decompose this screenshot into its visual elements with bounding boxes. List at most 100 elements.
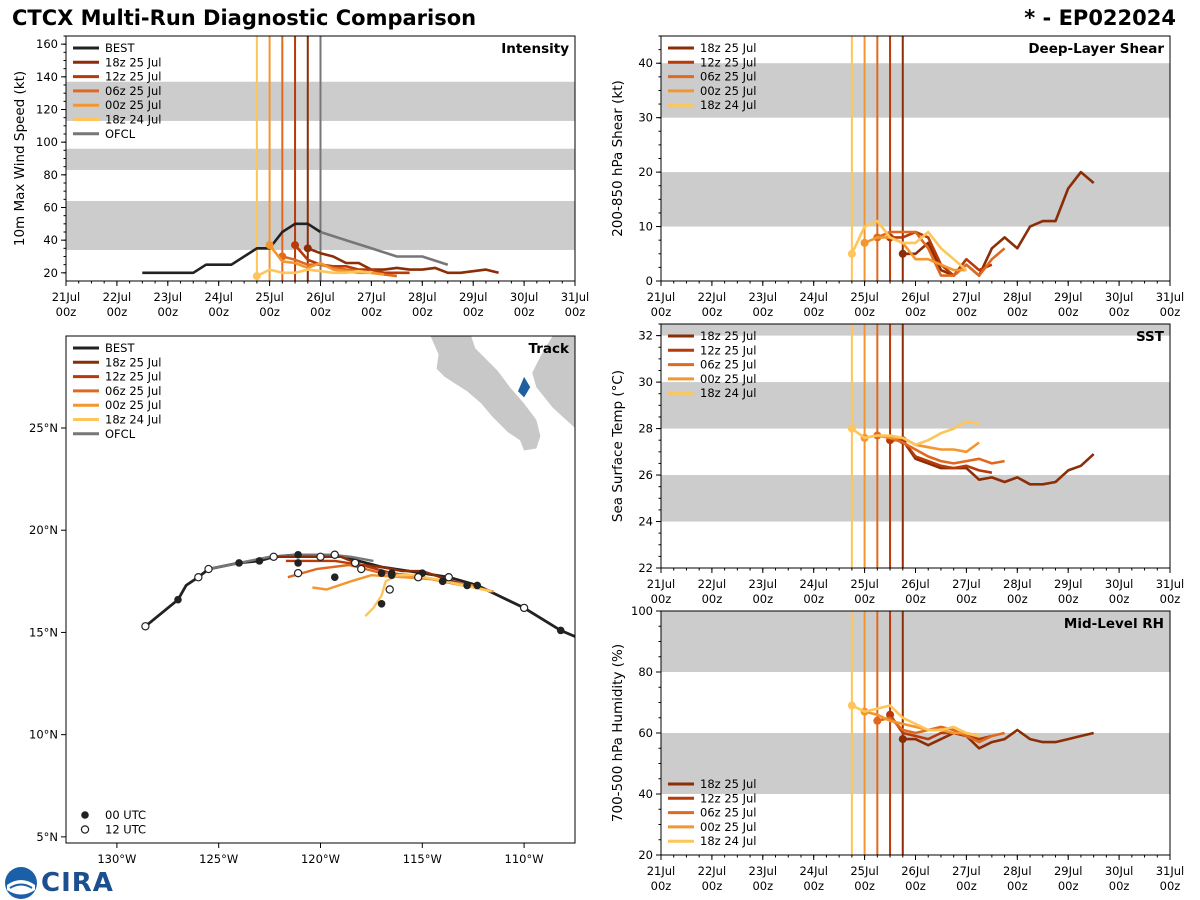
sst-series-18z-24-jul bbox=[851, 420, 980, 447]
track-00utc-marker-best bbox=[556, 626, 565, 635]
track-legend-label-12z-25-jul: 12z 25 Jul bbox=[105, 370, 162, 384]
rh-xtick-day: 25Jul bbox=[850, 864, 879, 878]
track-xtick-label: 125°W bbox=[199, 852, 238, 866]
shear-legend-label-00z-25-jul: 00z 25 Jul bbox=[700, 84, 757, 98]
shear-legend-label-18z-25-jul: 18z 25 Jul bbox=[700, 41, 757, 55]
mainland-mexico-land bbox=[532, 336, 575, 428]
shear-xtick-hour: 00z bbox=[1160, 305, 1181, 319]
rh-series-00z-25-jul bbox=[864, 710, 980, 738]
shear-ytick-label: 20 bbox=[638, 165, 653, 179]
shear-band-0 bbox=[661, 172, 1170, 227]
shear-legend-label-12z-25-jul: 12z 25 Jul bbox=[700, 55, 757, 69]
intensity-xtick-day: 24Jul bbox=[204, 290, 233, 304]
rh-ylabel: 700-500 hPa Humidity (%) bbox=[610, 644, 626, 822]
shear-series-18z-24-jul bbox=[850, 219, 968, 272]
noaa-emblem-icon bbox=[5, 867, 37, 899]
rh-xtick-day: 30Jul bbox=[1105, 864, 1134, 878]
intensity-xtick-day: 31Jul bbox=[561, 290, 590, 304]
intensity-xtick-hour: 00z bbox=[361, 305, 382, 319]
track-legend-00utc-marker bbox=[81, 811, 89, 819]
shear-xtick-day: 23Jul bbox=[749, 290, 778, 304]
intensity-xtick-hour: 00z bbox=[56, 305, 77, 319]
intensity-xtick-hour: 00z bbox=[208, 305, 229, 319]
rh-ytick-label: 40 bbox=[638, 787, 653, 801]
track-xtick-label: 130°W bbox=[97, 852, 136, 866]
shear-xtick-day: 27Jul bbox=[952, 290, 981, 304]
sst-xtick-day: 27Jul bbox=[952, 577, 981, 591]
sst-band-0 bbox=[661, 475, 1170, 522]
rh-title: Mid-Level RH bbox=[1064, 616, 1164, 632]
shear-ytick-label: 30 bbox=[638, 111, 653, 125]
track-legend-label-best: BEST bbox=[105, 341, 135, 355]
sst-ytick-label: 30 bbox=[638, 375, 653, 389]
intensity-series-ofcl bbox=[320, 230, 449, 266]
rh-xtick-day: 28Jul bbox=[1003, 864, 1032, 878]
sst-xtick-day: 29Jul bbox=[1054, 577, 1083, 591]
shear-xtick-day: 28Jul bbox=[1003, 290, 1032, 304]
rh-legend-label-18z-24-jul: 18z 24 Jul bbox=[700, 834, 757, 848]
shear-legend-label-18z-24-jul: 18z 24 Jul bbox=[700, 98, 757, 112]
rh-band-1 bbox=[661, 611, 1170, 672]
sst-ylabel: Sea Surface Temp (°C) bbox=[610, 370, 626, 522]
shear-series-18z-25-jul bbox=[902, 170, 1095, 277]
shear-band-1 bbox=[661, 63, 1170, 118]
shear-xtick-hour: 00z bbox=[1058, 305, 1079, 319]
rh-legend-label-18z-25-jul: 18z 25 Jul bbox=[700, 777, 757, 791]
shear-xtick-hour: 00z bbox=[702, 305, 723, 319]
intensity-xtick-hour: 00z bbox=[565, 305, 586, 319]
track-ytick-label: 5°N bbox=[36, 830, 58, 844]
intensity-xtick-day: 23Jul bbox=[154, 290, 183, 304]
gulf-inlet-water bbox=[517, 376, 531, 398]
sst-xtick-day: 26Jul bbox=[901, 577, 930, 591]
sst-series-18z-25-jul bbox=[901, 439, 1095, 486]
rh-xtick-hour: 00z bbox=[1007, 879, 1028, 893]
sst-ytick-label: 28 bbox=[638, 422, 653, 436]
rh-xtick-hour: 00z bbox=[956, 879, 977, 893]
sst-ytick-label: 24 bbox=[638, 515, 653, 529]
intensity-ytick-label: 120 bbox=[36, 103, 58, 117]
track-series-18z-25-jul bbox=[269, 555, 476, 589]
rh-xtick-day: 26Jul bbox=[901, 864, 930, 878]
sst-legend-label-06z-25-jul: 06z 25 Jul bbox=[700, 358, 757, 372]
rh-legend-label-06z-25-jul: 06z 25 Jul bbox=[700, 806, 757, 820]
track-00utc-marker-00z-25-jul bbox=[463, 581, 471, 590]
track-00utc-marker-06z-25-jul bbox=[438, 577, 447, 586]
sst-xtick-hour: 00z bbox=[1007, 592, 1028, 606]
sst-xtick-day: 21Jul bbox=[647, 577, 676, 591]
track-series-18z-24-jul bbox=[364, 574, 492, 617]
track-xtick-label: 110°W bbox=[505, 852, 544, 866]
rh-marker-06z-25-jul bbox=[873, 716, 882, 725]
intensity-ytick-label: 160 bbox=[36, 37, 58, 51]
sst-series-06z-25-jul bbox=[877, 434, 1005, 465]
rh-series-18z-25-jul bbox=[902, 728, 1094, 750]
sst-xtick-hour: 00z bbox=[854, 592, 875, 606]
rh-xtick-day: 23Jul bbox=[749, 864, 778, 878]
intensity-ytick-label: 140 bbox=[36, 70, 58, 84]
shear-xtick-hour: 00z bbox=[956, 305, 977, 319]
cira-logo: CIRA bbox=[4, 866, 114, 900]
rh-marker-12z-25-jul bbox=[886, 710, 895, 719]
rh-xtick-hour: 00z bbox=[1109, 879, 1130, 893]
track-legend-label-18z-24-jul: 18z 24 Jul bbox=[105, 413, 162, 427]
rh-xtick-hour: 00z bbox=[905, 879, 926, 893]
intensity-legend-label-best: BEST bbox=[105, 41, 135, 55]
intensity-series-12z-25-jul bbox=[294, 244, 410, 275]
track-12utc-marker-best bbox=[519, 603, 529, 613]
track-00utc-marker-best bbox=[255, 557, 264, 565]
sst-xtick-hour: 00z bbox=[905, 592, 926, 606]
rh-xtick-hour: 00z bbox=[1160, 879, 1181, 893]
intensity-xtick-hour: 00z bbox=[514, 305, 535, 319]
track-xtick-label: 115°W bbox=[403, 852, 442, 866]
intensity-legend-label-18z-24-jul: 18z 24 Jul bbox=[105, 113, 162, 127]
intensity-legend-label-06z-25-jul: 06z 25 Jul bbox=[105, 84, 162, 98]
track-00utc-marker-12z-25-jul bbox=[294, 559, 302, 567]
track-00utc-marker-best bbox=[473, 581, 482, 590]
intensity-xtick-hour: 00z bbox=[310, 305, 331, 319]
sst-xtick-day: 24Jul bbox=[799, 577, 828, 591]
track-00utc-marker-best bbox=[174, 595, 182, 604]
rh-legend-label-00z-25-jul: 00z 25 Jul bbox=[700, 820, 757, 834]
intensity-xtick-hour: 00z bbox=[107, 305, 128, 319]
shear-marker-18z-25-jul bbox=[898, 249, 907, 258]
track-12utc-marker-best bbox=[194, 573, 203, 582]
